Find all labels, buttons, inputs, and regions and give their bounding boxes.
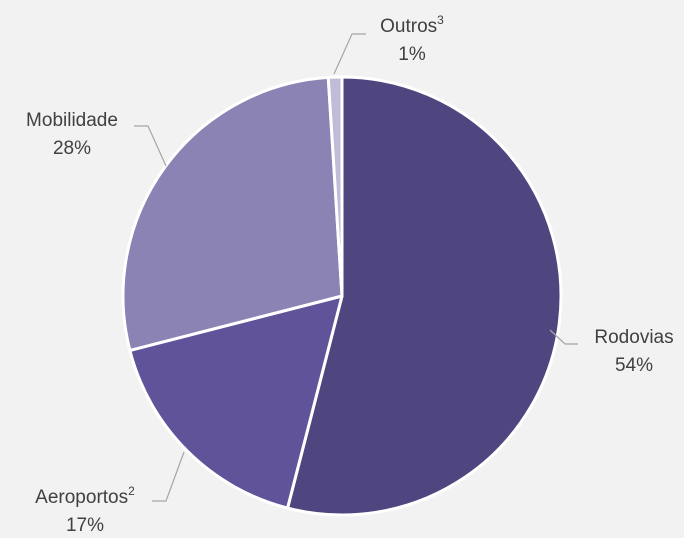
slice-value-rodovias: 54% [615,355,653,376]
leader-line-rodovias [549,329,578,345]
pie-slice-rodovias [286,75,563,517]
pie-slice-aeroportos [128,294,344,510]
leader-lines-layer [134,33,578,502]
slice-value-aeroportos: 17% [66,515,104,536]
slices-layer [121,75,563,517]
pie-slice-outros [326,75,344,298]
slice-label-outros: Outros3 [380,13,444,37]
slice-value-mobilidade: 28% [53,138,91,159]
pie-slice-mobilidade [121,75,344,352]
leader-line-aeroportos [152,451,185,502]
labels-layer: Rodovias 54% Aeroportos2 17% Mobilidade 28% Ou… [26,13,674,536]
leader-line-mobilidade [134,125,167,167]
slice-value-outros: 1% [398,44,426,65]
slice-label-rodovias: Rodovias [594,327,673,348]
slice-label-mobilidade: Mobilidade [26,110,118,131]
slice-label-aeroportos: Aeroportos2 [35,484,135,508]
leader-line-outros [333,33,366,75]
